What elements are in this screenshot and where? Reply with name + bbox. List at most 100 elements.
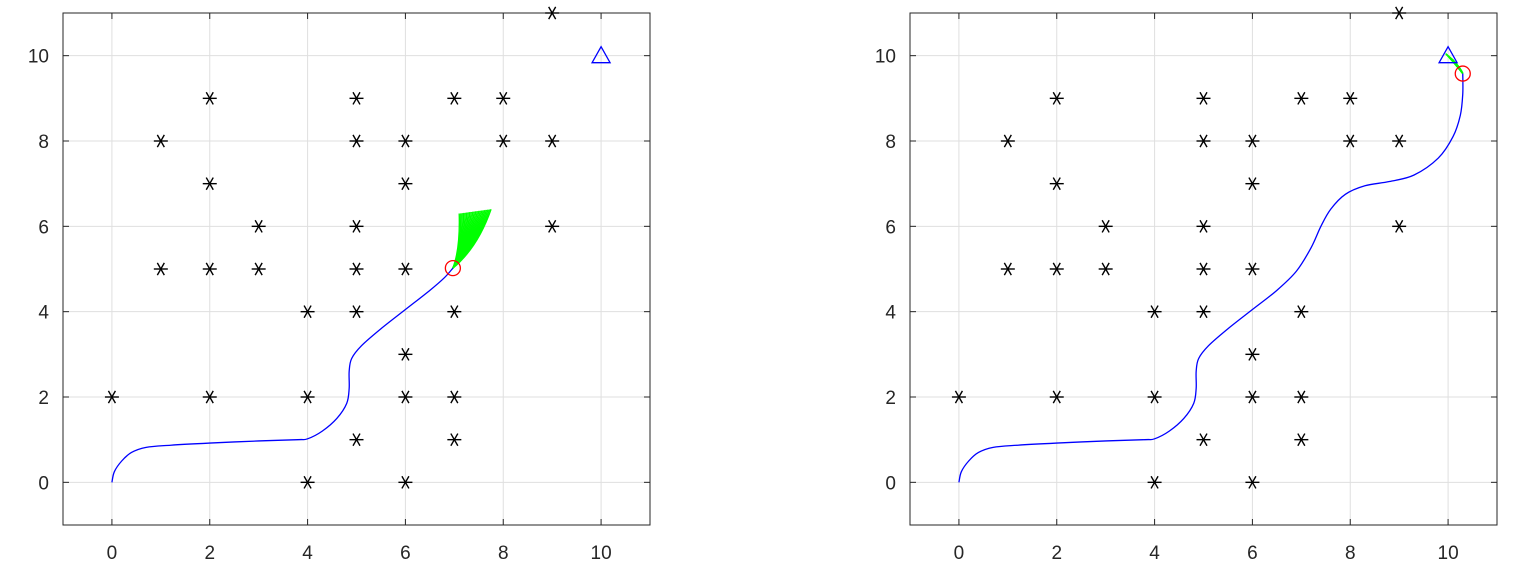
obstacle-marker xyxy=(153,134,168,148)
trajectory-line xyxy=(958,73,1464,483)
obstacle-marker xyxy=(496,134,511,148)
obstacle-marker xyxy=(398,262,413,276)
y-tick-label: 6 xyxy=(38,217,49,238)
obstacle-marker xyxy=(300,475,315,489)
obstacle-marker xyxy=(104,390,119,404)
y-tick-label: 10 xyxy=(28,47,49,68)
obstacle-marker xyxy=(349,91,364,105)
obstacle-marker xyxy=(1392,219,1407,233)
obstacle-marker xyxy=(349,262,364,276)
obstacle-marker xyxy=(202,177,217,191)
x-tick-label: 2 xyxy=(204,543,215,564)
obstacle-marker xyxy=(1245,390,1260,404)
x-tick-label: 0 xyxy=(954,543,965,564)
y-tick-label: 2 xyxy=(885,388,896,409)
obstacle-marker xyxy=(1000,134,1015,148)
obstacle-marker xyxy=(1147,390,1162,404)
obstacle-marker xyxy=(496,91,511,105)
obstacle-marker xyxy=(349,134,364,148)
obstacle-marker xyxy=(1000,262,1015,276)
obstacle-marker xyxy=(398,134,413,148)
obstacle-marker xyxy=(1245,134,1260,148)
obstacle-marker xyxy=(1245,262,1260,276)
obstacle-marker xyxy=(447,390,462,404)
obstacle-marker xyxy=(398,475,413,489)
y-tick-label: 4 xyxy=(885,303,896,324)
obstacle-marker xyxy=(1049,262,1064,276)
obstacle-marker xyxy=(349,219,364,233)
obstacle-marker xyxy=(1245,475,1260,489)
obstacle-marker xyxy=(398,347,413,361)
obstacle-marker xyxy=(545,219,560,233)
obstacle-marker xyxy=(1196,433,1211,447)
obstacle-marker xyxy=(1196,305,1211,319)
x-tick-label: 6 xyxy=(1247,543,1258,564)
obstacle-marker xyxy=(1098,262,1113,276)
obstacle-marker xyxy=(1343,91,1358,105)
obstacle-marker xyxy=(951,390,966,404)
obstacle-marker xyxy=(202,390,217,404)
chart-panel-2: 0 2 4 6 8 10 0 2 4 6 8 10 xyxy=(875,6,1498,564)
obstacle-marker xyxy=(447,433,462,447)
obstacle-marker xyxy=(1196,262,1211,276)
obstacle-marker xyxy=(1294,305,1309,319)
y-tick-label: 4 xyxy=(38,303,49,324)
robot-marker xyxy=(444,259,462,277)
axes-box xyxy=(909,12,1498,526)
predicted-path xyxy=(1452,59,1464,74)
x-tick-label: 4 xyxy=(1149,543,1160,564)
x-tick-label: 8 xyxy=(498,543,509,564)
obstacle-marker xyxy=(1245,347,1260,361)
obstacle-marker xyxy=(300,305,315,319)
y-tick-label: 0 xyxy=(38,473,49,494)
axes-box xyxy=(62,12,651,526)
obstacle-marker xyxy=(1147,305,1162,319)
obstacle-marker xyxy=(1294,91,1309,105)
obstacle-marker xyxy=(398,390,413,404)
obstacle-marker xyxy=(1196,91,1211,105)
obstacle-marker xyxy=(202,262,217,276)
y-tick-label: 10 xyxy=(875,47,896,68)
obstacle-marker xyxy=(251,219,266,233)
obstacle-marker xyxy=(545,6,560,20)
x-tick-label: 2 xyxy=(1051,543,1062,564)
goal-marker xyxy=(1437,45,1459,64)
trajectory-line xyxy=(111,267,454,483)
x-tick-label: 10 xyxy=(591,543,612,564)
obstacle-marker xyxy=(1294,390,1309,404)
robot-marker xyxy=(1454,65,1471,82)
obstacle-marker xyxy=(1049,390,1064,404)
y-tick-label: 0 xyxy=(885,473,896,494)
chart-panel-1: 0 2 4 6 8 10 0 2 4 6 8 10 xyxy=(28,6,651,564)
obstacle-marker xyxy=(153,262,168,276)
obstacle-marker xyxy=(1196,134,1211,148)
y-tick-label: 8 xyxy=(885,132,896,153)
obstacle-marker xyxy=(447,305,462,319)
obstacle-marker xyxy=(202,91,217,105)
x-tick-label: 10 xyxy=(1438,543,1459,564)
obstacle-marker xyxy=(1147,475,1162,489)
x-tick-label: 6 xyxy=(400,543,411,564)
y-tick-label: 6 xyxy=(885,217,896,238)
obstacle-marker xyxy=(1392,6,1407,20)
y-tick-label: 8 xyxy=(38,132,49,153)
x-tick-label: 8 xyxy=(1345,543,1356,564)
obstacle-marker xyxy=(1343,134,1358,148)
obstacle-marker xyxy=(1049,177,1064,191)
goal-marker xyxy=(590,45,612,64)
obstacle-marker xyxy=(1245,177,1260,191)
obstacle-marker xyxy=(251,262,266,276)
obstacle-marker xyxy=(1098,219,1113,233)
x-tick-label: 4 xyxy=(302,543,313,564)
obstacle-marker xyxy=(1196,219,1211,233)
x-tick-label: 0 xyxy=(107,543,118,564)
obstacle-marker xyxy=(1049,91,1064,105)
obstacle-marker xyxy=(349,433,364,447)
obstacle-marker xyxy=(545,134,560,148)
y-tick-label: 2 xyxy=(38,388,49,409)
obstacle-marker xyxy=(398,177,413,191)
obstacle-marker xyxy=(349,305,364,319)
obstacle-marker xyxy=(1294,433,1309,447)
predicted-path xyxy=(452,209,492,269)
